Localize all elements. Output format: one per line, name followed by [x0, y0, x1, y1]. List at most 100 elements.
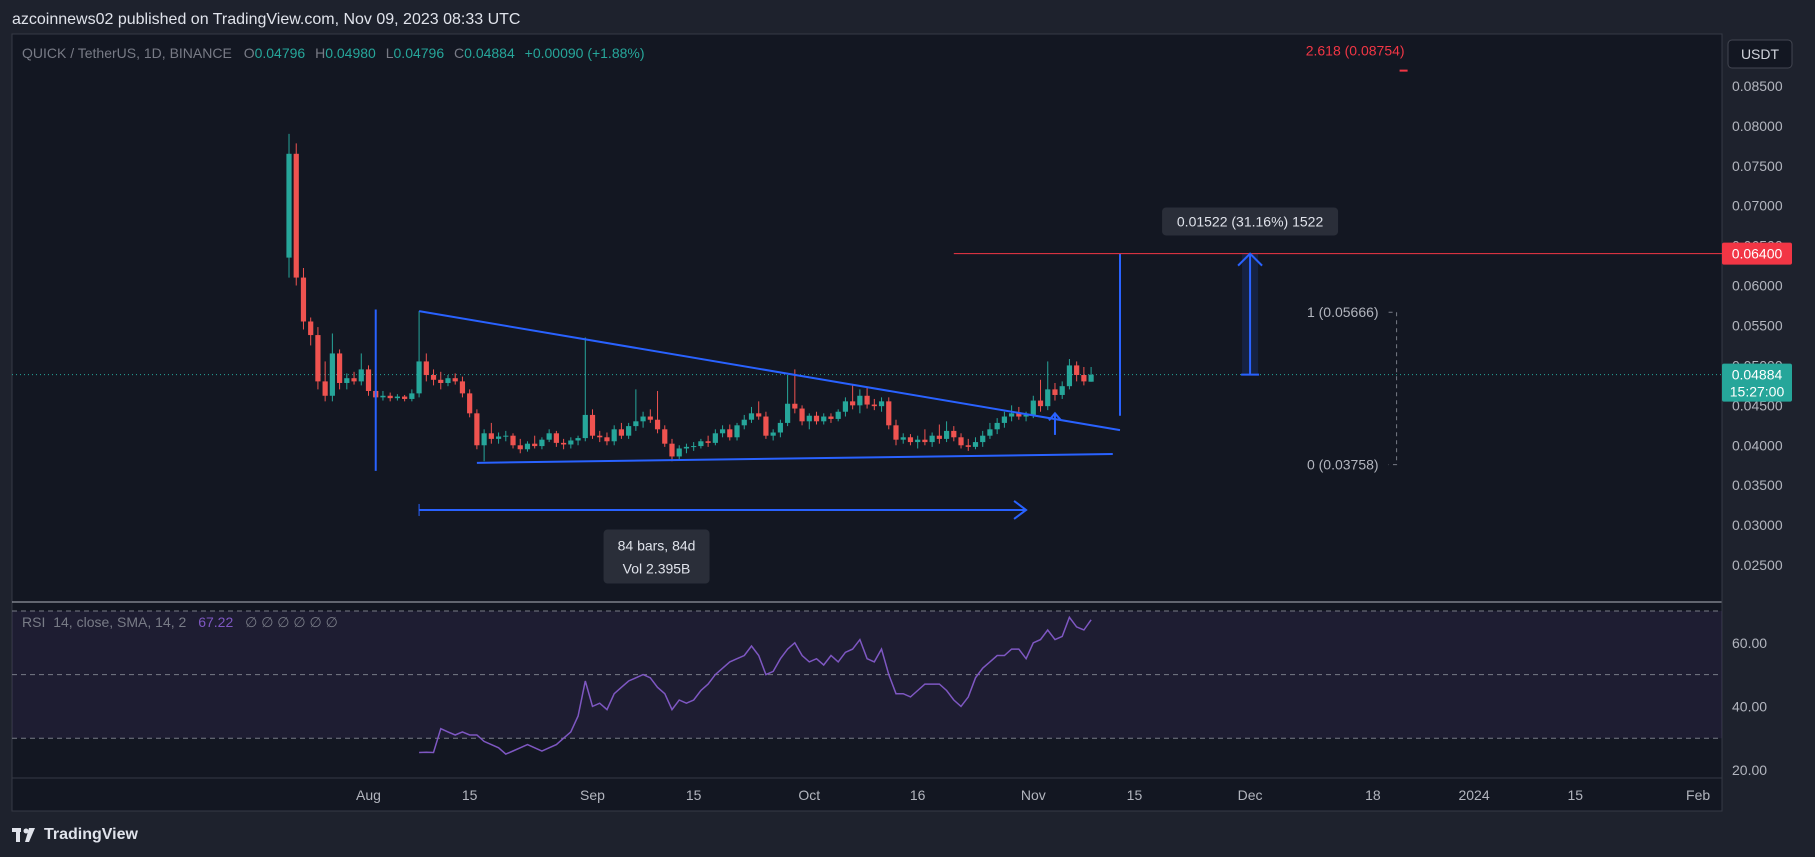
candle-body[interactable] — [532, 443, 538, 447]
candle-body[interactable] — [662, 429, 668, 444]
candle-body[interactable] — [358, 369, 364, 382]
candle-body[interactable] — [669, 443, 675, 457]
candle-body[interactable] — [792, 403, 798, 409]
candle-body[interactable] — [943, 430, 950, 439]
candle-body[interactable] — [915, 439, 921, 443]
candle-body[interactable] — [308, 321, 314, 336]
candle-body[interactable] — [315, 335, 321, 382]
candle-body[interactable] — [568, 440, 574, 445]
candle-body[interactable] — [438, 379, 444, 383]
candle-body[interactable] — [495, 436, 502, 439]
candle-body[interactable] — [633, 421, 639, 427]
candle-body[interactable] — [618, 429, 625, 436]
candle-body[interactable] — [553, 433, 559, 443]
candle-body[interactable] — [929, 435, 935, 443]
candle-body[interactable] — [300, 277, 307, 322]
candle-body[interactable] — [878, 401, 885, 407]
candle-body[interactable] — [799, 408, 805, 422]
candle-body[interactable] — [561, 442, 567, 445]
candle-body[interactable] — [452, 378, 458, 382]
upper-trendline[interactable] — [418, 310, 1121, 432]
candle-body[interactable] — [922, 439, 928, 443]
candle-body[interactable] — [402, 396, 408, 399]
candle-body[interactable] — [683, 446, 690, 449]
candle-body[interactable] — [1001, 416, 1007, 423]
candle-body[interactable] — [510, 435, 516, 446]
candle-body[interactable] — [459, 381, 466, 394]
candle-body[interactable] — [380, 395, 386, 398]
candle-body[interactable] — [907, 437, 914, 443]
candle-body[interactable] — [763, 416, 769, 436]
candle-body[interactable] — [1088, 374, 1094, 382]
candle-body[interactable] — [423, 361, 429, 375]
candle-body[interactable] — [1023, 414, 1029, 417]
candle-body[interactable] — [365, 369, 372, 391]
candle-body[interactable] — [886, 401, 892, 426]
candle-body[interactable] — [965, 445, 971, 447]
candle-body[interactable] — [806, 415, 812, 422]
candle-body[interactable] — [748, 413, 755, 420]
candle-body[interactable] — [893, 425, 899, 440]
candle-body[interactable] — [698, 441, 704, 447]
candle-body[interactable] — [850, 401, 856, 406]
candle-body[interactable] — [474, 413, 480, 446]
candle-body[interactable] — [691, 446, 697, 448]
candles-layer[interactable] — [286, 133, 1094, 462]
rsi-line[interactable] — [419, 615, 1092, 755]
candle-body[interactable] — [676, 448, 682, 457]
candle-body[interactable] — [1052, 389, 1058, 395]
tradingview-logo[interactable]: TradingView — [12, 826, 138, 844]
candle-body[interactable] — [1037, 400, 1044, 407]
candle-body[interactable] — [821, 416, 827, 422]
candle-body[interactable] — [770, 432, 776, 436]
candle-body[interactable] — [481, 433, 487, 446]
candle-body[interactable] — [467, 393, 473, 414]
candle-body[interactable] — [842, 401, 849, 412]
candle-body[interactable] — [871, 404, 877, 407]
candle-body[interactable] — [936, 435, 942, 439]
currency-button[interactable] — [1727, 39, 1793, 69]
candle-body[interactable] — [900, 437, 906, 440]
candle-body[interactable] — [626, 426, 632, 436]
candle-body[interactable] — [604, 437, 610, 442]
candle-body[interactable] — [329, 353, 335, 396]
candle-body[interactable] — [387, 395, 393, 399]
candle-body[interactable] — [828, 416, 834, 419]
candle-body[interactable] — [1066, 365, 1073, 387]
candle-body[interactable] — [597, 435, 603, 438]
candle-body[interactable] — [777, 422, 783, 433]
candle-body[interactable] — [864, 395, 870, 405]
candle-body[interactable] — [958, 437, 964, 446]
candle-body[interactable] — [445, 378, 451, 383]
candle-body[interactable] — [539, 439, 545, 447]
candle-body[interactable] — [344, 378, 350, 383]
candle-body[interactable] — [1081, 374, 1087, 382]
candle-body[interactable] — [286, 153, 292, 258]
candle-body[interactable] — [336, 353, 343, 383]
candle-body[interactable] — [394, 396, 401, 399]
candle-body[interactable] — [293, 153, 299, 278]
candle-body[interactable] — [430, 374, 437, 380]
candle-body[interactable] — [712, 433, 718, 443]
candle-body[interactable] — [582, 414, 588, 439]
candle-body[interactable] — [503, 435, 509, 437]
candle-body[interactable] — [987, 429, 993, 436]
candle-body[interactable] — [951, 430, 957, 438]
candle-body[interactable] — [575, 438, 581, 441]
candle-body[interactable] — [719, 429, 726, 434]
candle-body[interactable] — [972, 442, 979, 447]
candle-body[interactable] — [517, 445, 523, 450]
candle-body[interactable] — [980, 435, 986, 443]
candle-body[interactable] — [1016, 413, 1022, 417]
candle-body[interactable] — [524, 443, 531, 450]
candle-body[interactable] — [1009, 413, 1015, 417]
candle-body[interactable] — [1030, 400, 1036, 415]
candle-body[interactable] — [654, 419, 661, 430]
candle-body[interactable] — [741, 419, 747, 426]
lower-trendline[interactable] — [476, 453, 1113, 464]
candle-body[interactable] — [857, 395, 863, 406]
chart-canvas[interactable]: 84 bars, 84d Vol 2.395B 0.01522 (31.16%) 1… — [0, 0, 1815, 812]
candle-body[interactable] — [409, 393, 415, 399]
candle-body[interactable] — [994, 422, 1000, 430]
candle-body[interactable] — [589, 414, 596, 436]
